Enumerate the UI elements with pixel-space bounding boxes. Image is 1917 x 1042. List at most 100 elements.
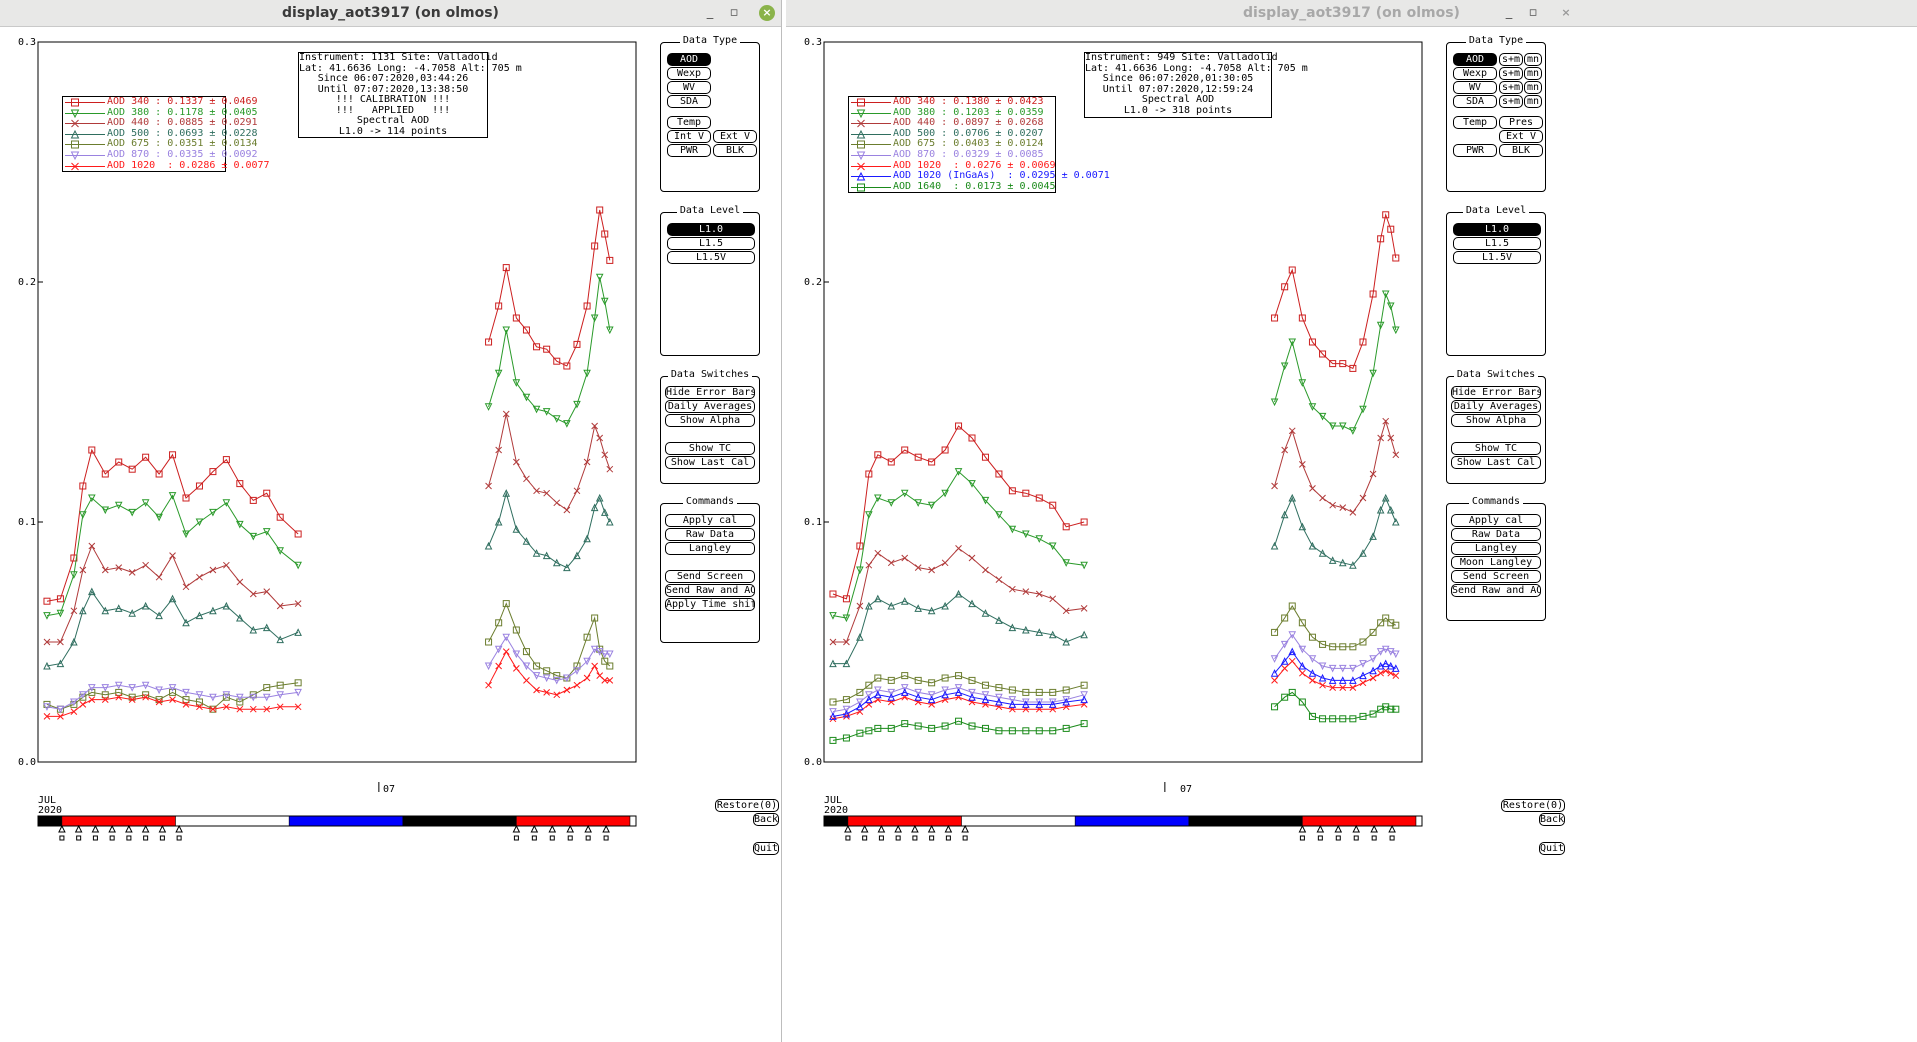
- send-screen-button[interactable]: Send Screen: [1451, 570, 1541, 583]
- quit-button[interactable]: Quit: [753, 842, 779, 855]
- window-title: display_aot3917 (on olmos): [282, 5, 499, 21]
- raw-data-button[interactable]: Raw Data: [665, 528, 755, 541]
- series-aod-1020-ingaas-: [829, 647, 1400, 720]
- type-button-wexp[interactable]: Wexp: [1453, 67, 1497, 80]
- smn-button-wexp[interactable]: s+m: [1499, 67, 1523, 80]
- mn-button-wv[interactable]: mn: [1524, 81, 1542, 94]
- type-button-wv[interactable]: WV: [1453, 81, 1497, 94]
- langley-button[interactable]: Langley: [1451, 542, 1541, 555]
- restore-button[interactable]: Restore(0): [1501, 799, 1565, 812]
- level-button-l1-5[interactable]: L1.5: [1453, 237, 1541, 250]
- time-bar-segment: [1188, 815, 1303, 827]
- minimize-icon[interactable]: _: [706, 5, 714, 20]
- temp-button[interactable]: Temp: [667, 116, 711, 129]
- pwr-button[interactable]: PWR: [667, 144, 711, 157]
- legend-label: AOD 500: [107, 127, 150, 139]
- restore-button[interactable]: Restore(0): [715, 799, 779, 812]
- type-button-wexp[interactable]: Wexp: [667, 67, 711, 80]
- maximize-icon[interactable]: ▫: [1528, 5, 1538, 20]
- info-line: Spectral AOD: [356, 115, 430, 126]
- apply-time-shift-button[interactable]: Apply Time shift: [665, 598, 755, 611]
- show-alpha-button[interactable]: Show Alpha: [1451, 414, 1541, 427]
- raw-data-button[interactable]: Raw Data: [1451, 528, 1541, 541]
- type-button-aod[interactable]: AOD: [1453, 53, 1497, 66]
- smn-button-aod[interactable]: s+m: [1499, 53, 1523, 66]
- window-titlebar[interactable]: display_aot3917 (on olmos) _ ▫ ×: [786, 0, 1917, 27]
- plot-legend: AOD 340 : 0.1337 ± 0.0469 AOD 380 : 0.117…: [62, 96, 270, 173]
- show-tc-button[interactable]: Show TC: [665, 442, 755, 455]
- smn-button-sda[interactable]: s+m: [1499, 95, 1523, 108]
- pres-button[interactable]: Pres: [1499, 116, 1543, 129]
- daily-averages-button[interactable]: Daily Averages: [1451, 400, 1541, 413]
- time-bar-segment: [175, 815, 290, 827]
- close-icon[interactable]: ×: [1561, 6, 1571, 19]
- ext-v-button[interactable]: Ext V: [713, 130, 757, 143]
- hide-error-bars-button[interactable]: Hide Error Bars: [1451, 386, 1541, 399]
- time-marker: [548, 824, 557, 833]
- level-button-l1-5[interactable]: L1.5: [667, 237, 755, 250]
- quit-button[interactable]: Quit: [1539, 842, 1565, 855]
- apply-cal-button[interactable]: Apply cal: [1451, 514, 1541, 527]
- type-button-aod[interactable]: AOD: [667, 53, 711, 66]
- series-aod-870: [43, 633, 614, 714]
- info-line: Since 06:07:2020,03:44:26: [317, 73, 469, 84]
- time-marker: [109, 835, 115, 841]
- legend-entry: AOD 870 : 0.0335 ± 0.0092: [63, 149, 258, 161]
- show-last-cal-button[interactable]: Show Last Cal: [665, 456, 755, 469]
- langley-button[interactable]: Langley: [665, 542, 755, 555]
- level-button-l1-0[interactable]: L1.0: [1453, 223, 1541, 236]
- series-aod-440: [43, 410, 614, 646]
- series-aod-1020: [43, 648, 614, 720]
- hide-error-bars-button[interactable]: Hide Error Bars: [665, 386, 755, 399]
- legend-label: AOD 1020: [893, 159, 942, 171]
- maximize-icon[interactable]: ▫: [729, 5, 739, 20]
- legend-stat: : 0.0335 ± 0.0092: [149, 148, 258, 160]
- legend-stat: : 0.1337 ± 0.0469: [149, 96, 258, 107]
- send-raw-aod-button[interactable]: Send Raw and AOD: [1451, 584, 1541, 597]
- show-last-cal-button[interactable]: Show Last Cal: [1451, 456, 1541, 469]
- back-button[interactable]: Back: [1539, 813, 1565, 826]
- legend-stat: : 0.0286 ± 0.0077: [155, 159, 270, 171]
- time-bar-segment: [823, 815, 849, 827]
- show-tc-button[interactable]: Show TC: [1451, 442, 1541, 455]
- back-button[interactable]: Back: [753, 813, 779, 826]
- int-v-button[interactable]: Int V: [667, 130, 711, 143]
- moon-langley-button[interactable]: Moon Langley: [1451, 556, 1541, 569]
- ext-v-button[interactable]: Ext V: [1499, 130, 1543, 143]
- level-button-l1-5v[interactable]: L1.5V: [667, 251, 755, 264]
- time-marker: [860, 824, 869, 833]
- smn-button-wv[interactable]: s+m: [1499, 81, 1523, 94]
- legend-entry: AOD 1020 (InGaAs) : 0.0295 ± 0.0071: [849, 170, 1110, 182]
- y-tick-0.0: 0.0: [18, 757, 37, 768]
- temp-button[interactable]: Temp: [1453, 116, 1497, 129]
- pwr-button[interactable]: PWR: [1453, 144, 1497, 157]
- info-line: !!! CALIBRATION !!!: [335, 94, 451, 105]
- commands-panel: Commands Apply cal Raw Data Langley Moon…: [1446, 496, 1546, 621]
- apply-cal-button[interactable]: Apply cal: [665, 514, 755, 527]
- data-level-title: Data Level: [1462, 205, 1530, 216]
- daily-averages-button[interactable]: Daily Averages: [665, 400, 755, 413]
- show-alpha-button[interactable]: Show Alpha: [665, 414, 755, 427]
- send-raw-aod-button[interactable]: Send Raw and AOD: [665, 584, 755, 597]
- time-marker: [878, 835, 884, 841]
- legend-label: AOD 340: [107, 96, 150, 107]
- send-screen-button[interactable]: Send Screen: [665, 570, 755, 583]
- legend-stat: : 0.1380 ± 0.0423: [935, 96, 1044, 107]
- close-icon[interactable]: ×: [759, 5, 775, 21]
- level-button-l1-0[interactable]: L1.0: [667, 223, 755, 236]
- blk-button[interactable]: BLK: [1499, 144, 1543, 157]
- type-button-sda[interactable]: SDA: [1453, 95, 1497, 108]
- blk-button[interactable]: BLK: [713, 144, 757, 157]
- level-button-l1-5v[interactable]: L1.5V: [1453, 251, 1541, 264]
- mn-button-aod[interactable]: mn: [1524, 53, 1542, 66]
- minimize-icon[interactable]: _: [1505, 5, 1513, 20]
- type-button-wv[interactable]: WV: [667, 81, 711, 94]
- type-button-sda[interactable]: SDA: [667, 95, 711, 108]
- legend-label: AOD 675: [107, 138, 150, 150]
- legend-label: AOD 440: [107, 117, 150, 129]
- info-line: Lat: 41.6636 Long: -4.7058 Alt: 705 m: [299, 62, 522, 74]
- legend-marker-icon: [65, 140, 105, 149]
- mn-button-wexp[interactable]: mn: [1524, 67, 1542, 80]
- window-titlebar[interactable]: display_aot3917 (on olmos) _ ▫ ×: [0, 0, 781, 27]
- mn-button-sda[interactable]: mn: [1524, 95, 1542, 108]
